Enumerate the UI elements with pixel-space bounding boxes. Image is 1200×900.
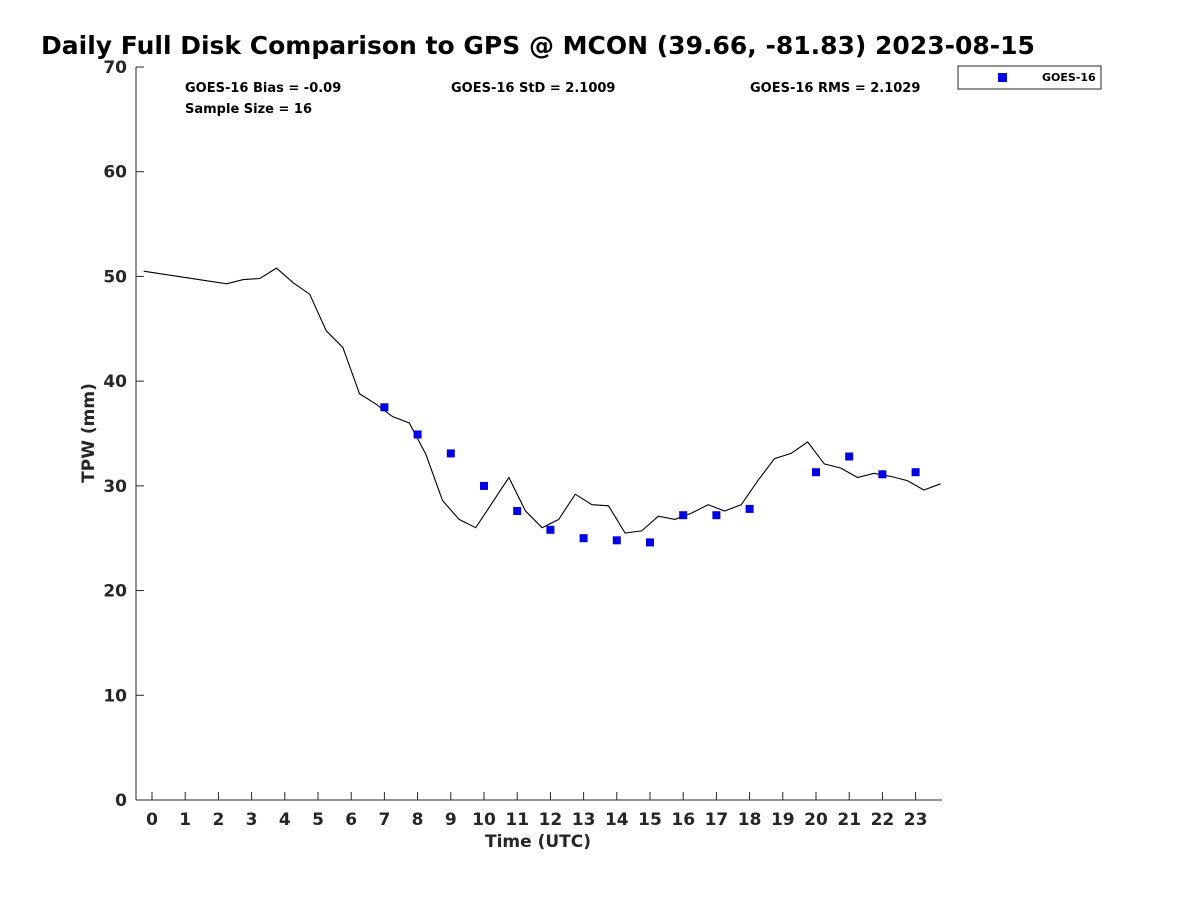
- y-tick-label: 0: [115, 791, 127, 811]
- stat-rms: GOES-16 RMS = 2.1029: [750, 81, 920, 96]
- stat-sample-size: Sample Size = 16: [185, 102, 312, 117]
- goes16-point: [612, 536, 621, 545]
- x-tick-label: 9: [445, 810, 457, 830]
- x-tick-label: 8: [412, 810, 424, 830]
- y-tick-label: 20: [103, 582, 127, 602]
- y-tick-label: 10: [103, 686, 127, 706]
- x-ticks: 0 1 2 3 4 5 6 7 8 9 10 11 12 13 14 15 16 17 18 19 20 21 22 23: [146, 792, 927, 830]
- x-tick-label: 19: [771, 810, 795, 830]
- goes16-point: [911, 468, 920, 477]
- x-tick-label: 13: [572, 810, 596, 830]
- goes16-point: [679, 511, 688, 520]
- y-tick-label: 50: [103, 267, 127, 287]
- y-tick-label: 60: [103, 163, 127, 183]
- goes16-point: [546, 525, 555, 534]
- goes16-point: [480, 481, 488, 490]
- x-tick-label: 15: [638, 810, 662, 830]
- legend-marker: [998, 73, 1007, 82]
- x-axis-label: Time (UTC): [485, 832, 591, 852]
- y-tick-label: 40: [103, 372, 127, 392]
- y-tick-label: 30: [103, 477, 127, 497]
- x-tick-label: 18: [738, 810, 762, 830]
- x-tick-label: 5: [312, 810, 324, 830]
- goes16-point: [745, 504, 754, 513]
- chart-title: Daily Full Disk Comparison to GPS @ MCON…: [41, 31, 1035, 60]
- goes16-point: [845, 452, 854, 461]
- x-tick-label: 4: [279, 810, 291, 830]
- goes16-point: [446, 449, 455, 458]
- x-tick-label: 21: [837, 810, 861, 830]
- goes16-point: [579, 534, 588, 543]
- x-tick-label: 1: [179, 810, 191, 830]
- goes16-point: [513, 507, 522, 515]
- x-tick-label: 20: [804, 810, 828, 830]
- x-tick-label: 2: [212, 810, 224, 830]
- x-tick-label: 10: [472, 810, 496, 830]
- x-tick-label: 12: [539, 810, 563, 830]
- goes16-point: [380, 403, 389, 412]
- x-tick-label: 0: [146, 810, 158, 830]
- x-tick-label: 16: [671, 810, 695, 830]
- x-tick-label: 7: [378, 810, 390, 830]
- legend-label: GOES-16: [1042, 71, 1096, 84]
- x-tick-label: 6: [345, 810, 357, 830]
- axes: [135, 67, 942, 801]
- legend-box: [957, 65, 1102, 90]
- goes16-point: [646, 538, 654, 547]
- goes16-point: [878, 470, 887, 479]
- gps-tpw-line: [143, 267, 941, 534]
- legend: GOES-16: [957, 65, 1102, 90]
- x-tick-label: 3: [246, 810, 258, 830]
- goes16-point: [413, 430, 422, 439]
- x-tick-label: 23: [904, 810, 928, 830]
- x-tick-label: 14: [605, 810, 629, 830]
- goes16-point: [812, 468, 820, 477]
- x-tick-label: 22: [871, 810, 895, 830]
- y-tick-label: 70: [103, 58, 127, 78]
- goes16-point: [712, 511, 721, 520]
- plot-series: [143, 267, 941, 547]
- y-ticks: 0 10 20 30 40 50 60 70: [103, 58, 144, 811]
- stat-bias: GOES-16 Bias = -0.09: [185, 81, 341, 96]
- stat-std: GOES-16 StD = 2.1009: [451, 81, 615, 96]
- x-tick-label: 11: [505, 810, 529, 830]
- y-axis-label: TPW (mm): [79, 383, 99, 483]
- x-tick-label: 17: [705, 810, 729, 830]
